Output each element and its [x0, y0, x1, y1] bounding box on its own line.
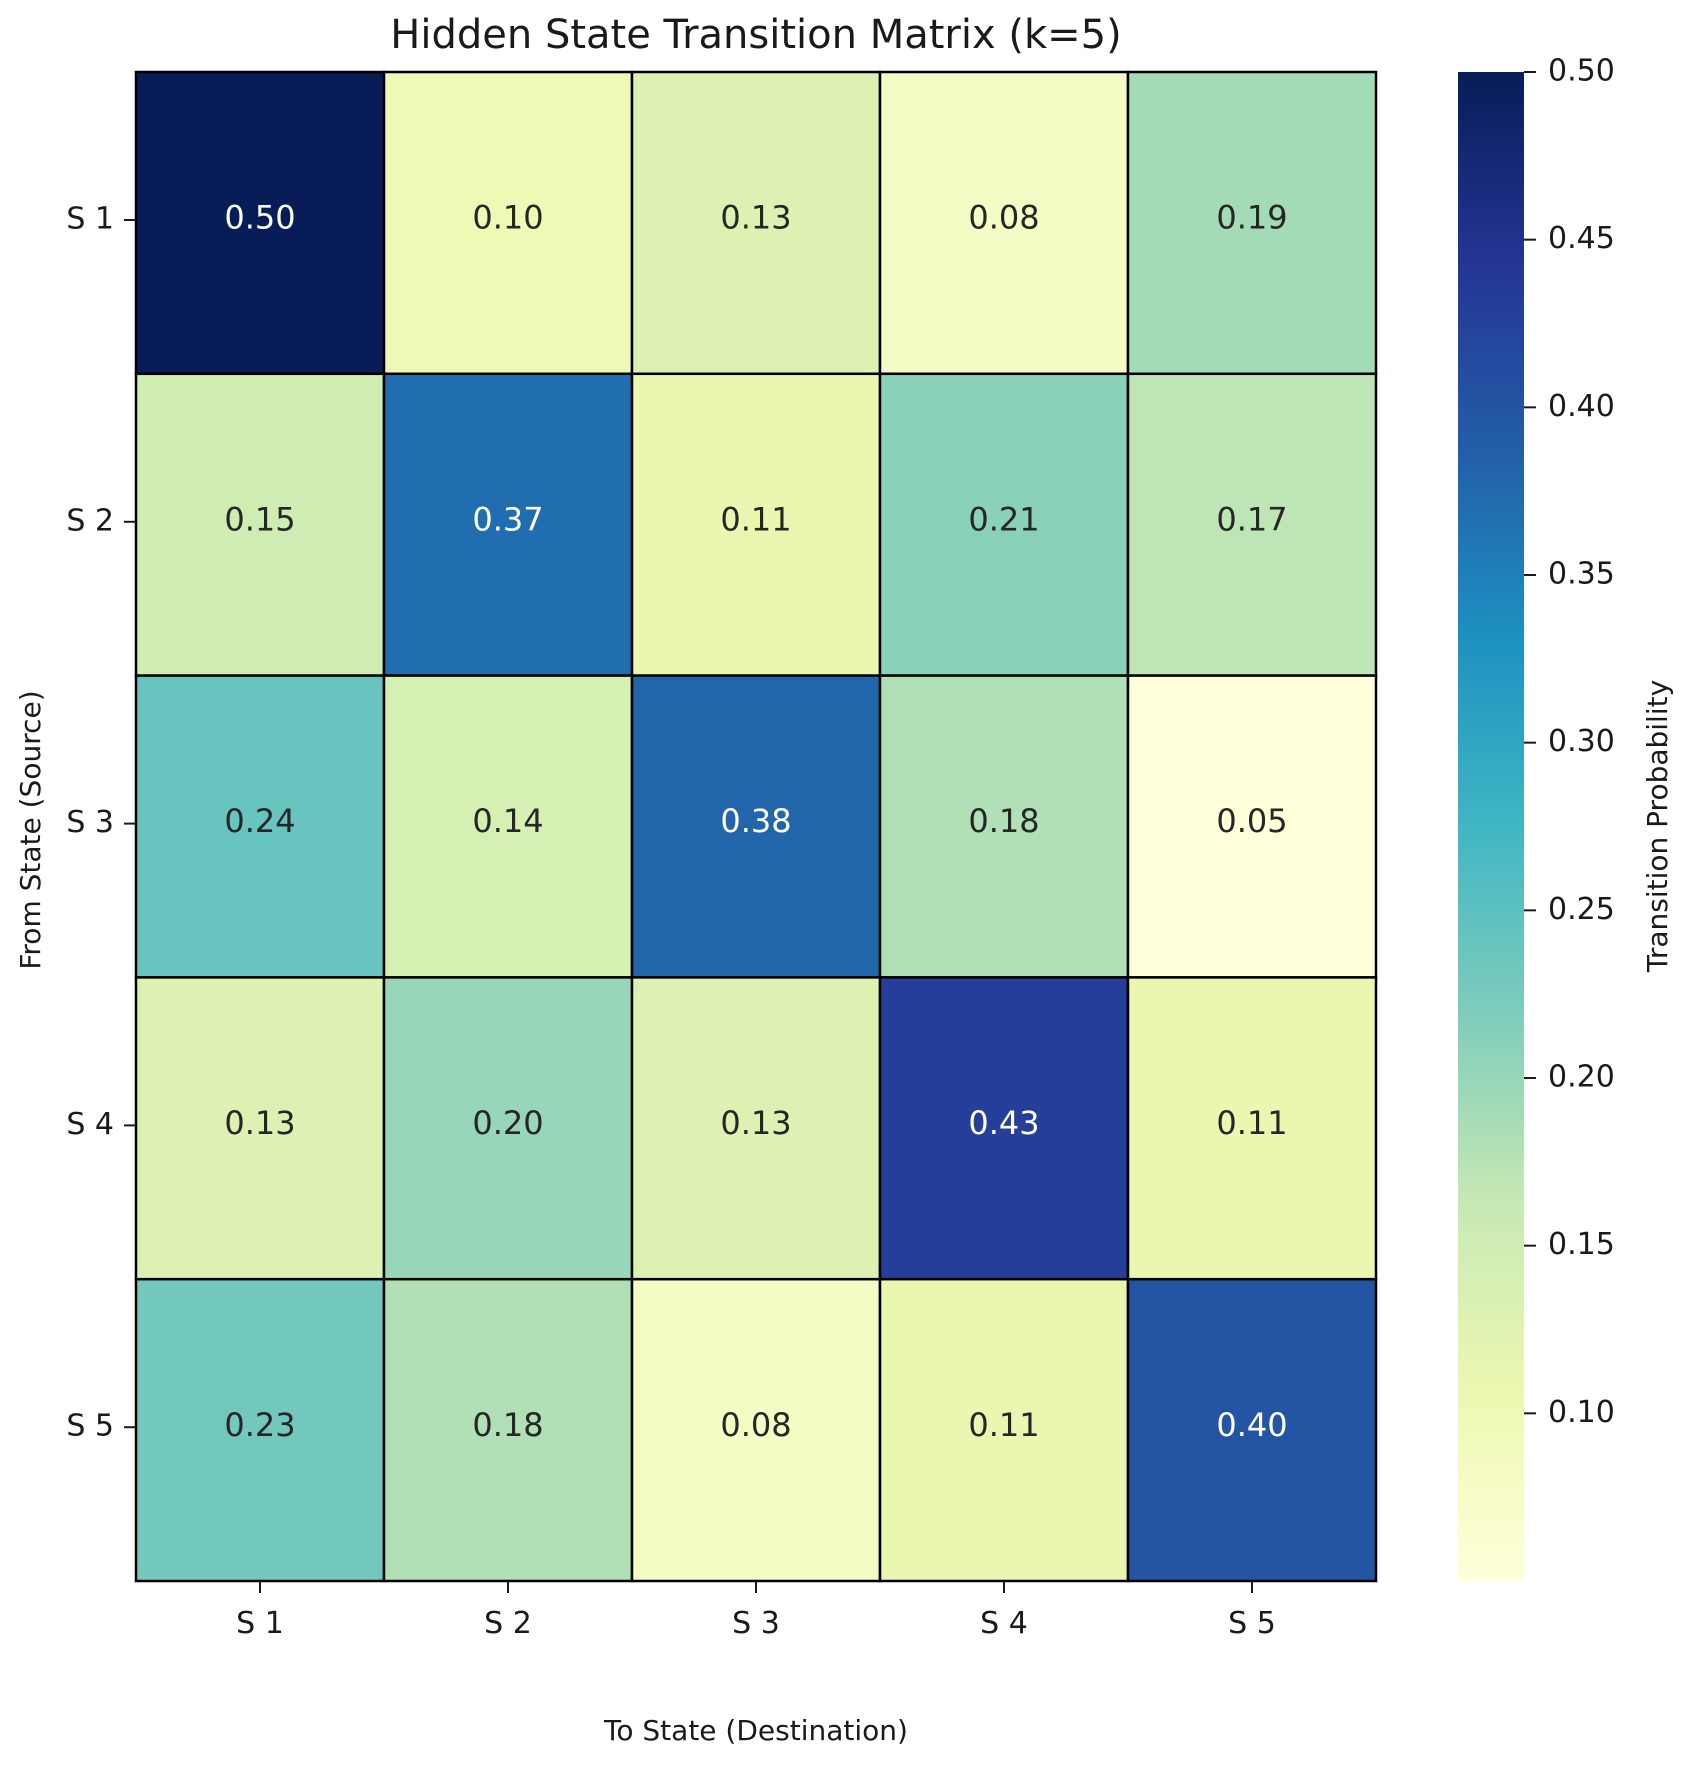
heatmap-cell	[878, 674, 1130, 979]
cell-value-label: 0.38	[720, 802, 791, 840]
colorbar-label: Transition Probability	[1641, 680, 1674, 973]
y-tick-label: S 3	[66, 805, 114, 840]
cell-value-label: 0.08	[968, 199, 1039, 237]
colorbar-tick-label: 0.35	[1548, 557, 1615, 592]
colorbar-ticks: 0.10 0.15 0.20 0.25 0.30 0.35 0.40 0.45 0.50	[1524, 54, 1615, 1430]
cell-value-label: 0.15	[224, 500, 295, 538]
cell-value-label: 0.11	[1216, 1104, 1287, 1142]
heatmap-cell	[1126, 976, 1378, 1281]
heatmap-cell	[630, 372, 882, 677]
heatmap-cell	[1126, 674, 1378, 979]
cell-value-label: 0.24	[224, 802, 295, 840]
cell-value-label: 0.17	[1216, 500, 1287, 538]
heatmap-cell	[1126, 70, 1378, 376]
heatmap-cell	[1126, 1277, 1378, 1583]
cell-value-label: 0.13	[720, 199, 791, 237]
heatmap-cell	[630, 976, 882, 1281]
colorbar-tick-label: 0.15	[1548, 1227, 1615, 1262]
heatmap-cell	[382, 1277, 634, 1583]
cell-value-label: 0.37	[472, 500, 543, 538]
cell-value-label: 0.13	[720, 1104, 791, 1142]
heatmap-cell	[134, 1277, 386, 1583]
cell-value-label: 0.08	[720, 1406, 791, 1444]
heatmap-cells	[134, 70, 1378, 1583]
x-tick-label: S 1	[236, 1606, 284, 1641]
cell-value-label: 0.20	[472, 1104, 543, 1142]
heatmap-cell	[878, 70, 1130, 376]
heatmap-cell	[630, 1277, 882, 1583]
cell-value-label: 0.13	[224, 1104, 295, 1142]
x-axis-label: To State (Destination)	[603, 1714, 908, 1747]
y-tick-label: S 5	[66, 1409, 114, 1444]
cell-value-label: 0.18	[968, 802, 1039, 840]
heatmap-cell	[382, 674, 634, 979]
heatmap-cell	[382, 70, 634, 376]
x-tick-label: S 2	[484, 1606, 532, 1641]
y-axis-ticks: S 1 S 2 S 3 S 4 S 5	[66, 202, 136, 1444]
heatmap-cell	[134, 372, 386, 677]
cell-value-label: 0.21	[968, 500, 1039, 538]
cell-value-label: 0.40	[1216, 1406, 1287, 1444]
colorbar: 0.10 0.15 0.20 0.25 0.30 0.35 0.40 0.45 0.50 Tra…	[1458, 54, 1674, 1581]
x-tick-label: S 4	[980, 1606, 1028, 1641]
cell-value-label: 0.10	[472, 199, 543, 237]
colorbar-tick-label: 0.25	[1548, 892, 1615, 927]
cell-value-label: 0.11	[720, 500, 791, 538]
heatmap-cell	[134, 70, 386, 376]
colorbar-tick-label: 0.30	[1548, 724, 1615, 759]
x-tick-label: S 3	[732, 1606, 780, 1641]
colorbar-tick-label: 0.45	[1548, 221, 1615, 256]
cell-value-label: 0.18	[472, 1406, 543, 1444]
heatmap-cell	[630, 70, 882, 376]
y-tick-label: S 2	[66, 503, 114, 538]
heatmap-cell-labels: 0.50 0.10 0.13 0.08 0.19 0.15 0.37 0.11 0.21 0.17…	[224, 199, 1287, 1444]
heatmap-cell	[1126, 372, 1378, 677]
cell-value-label: 0.14	[472, 802, 543, 840]
cell-value-label: 0.50	[224, 199, 295, 237]
cell-value-label: 0.05	[1216, 802, 1287, 840]
heatmap-cell	[878, 976, 1130, 1281]
cell-value-label: 0.11	[968, 1406, 1039, 1444]
cell-value-label: 0.19	[1216, 199, 1287, 237]
y-tick-label: S 1	[66, 202, 114, 237]
chart-title: Hidden State Transition Matrix (k=5)	[390, 12, 1121, 58]
colorbar-gradient	[1458, 72, 1524, 1581]
heatmap-cell	[134, 976, 386, 1281]
colorbar-tick-label: 0.50	[1548, 54, 1615, 89]
colorbar-tick-label: 0.10	[1548, 1395, 1615, 1430]
x-axis-ticks: S 1 S 2 S 3 S 4 S 5	[236, 1581, 1276, 1641]
cell-value-label: 0.43	[968, 1104, 1039, 1142]
x-tick-label: S 5	[1228, 1606, 1276, 1641]
heatmap-cell	[382, 976, 634, 1281]
heatmap-cell	[630, 674, 882, 979]
y-tick-label: S 4	[66, 1107, 114, 1142]
y-axis-label: From State (Source)	[14, 690, 47, 969]
colorbar-tick-label: 0.40	[1548, 389, 1615, 424]
colorbar-tick-label: 0.20	[1548, 1060, 1615, 1095]
cell-value-label: 0.23	[224, 1406, 295, 1444]
